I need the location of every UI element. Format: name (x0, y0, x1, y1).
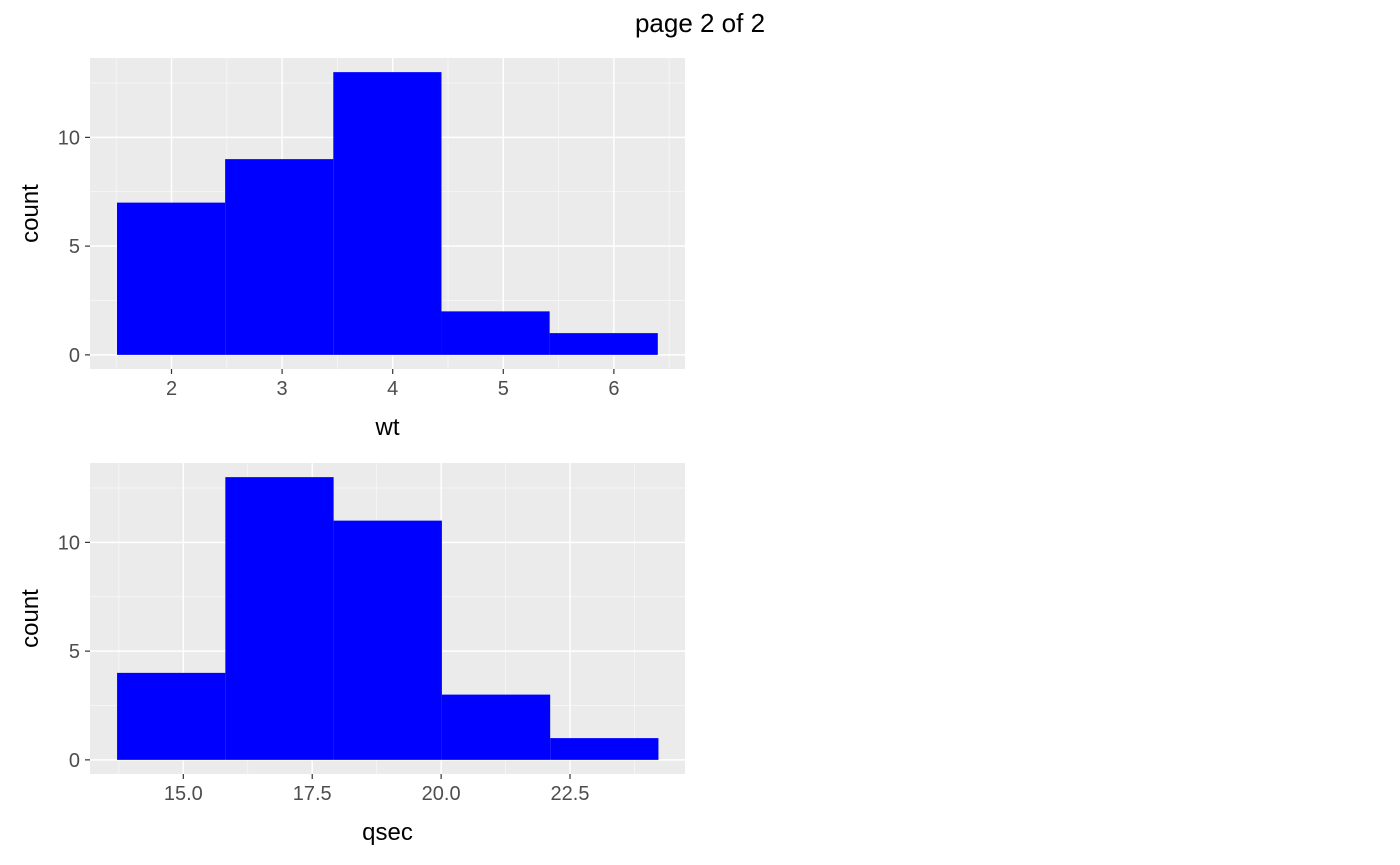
y-axis-title: count (17, 589, 44, 648)
histogram-bar (333, 520, 442, 760)
histogram-bar (441, 311, 550, 355)
y-tick-label: 0 (69, 750, 80, 772)
histogram-bar (225, 159, 334, 355)
qsec-histogram-chart: 15.0 17.5 20.0 22.5 0 5 10 qsec count (17, 463, 685, 846)
x-axis-title: qsec (362, 819, 413, 846)
x-tick-label: 15.0 (164, 783, 203, 805)
x-axis-title: wt (375, 414, 400, 441)
histogram-bar (549, 333, 658, 355)
y-tick-label: 10 (58, 532, 80, 554)
x-tick-label: 3 (277, 378, 288, 400)
y-tick-label: 5 (69, 236, 80, 258)
x-tick-label: 22.5 (551, 783, 590, 805)
y-tick-label: 10 (58, 127, 80, 149)
y-tick-label: 5 (69, 641, 80, 663)
y-tick-label: 0 (69, 345, 80, 367)
histogram-bar (116, 202, 226, 355)
x-tick-label: 17.5 (293, 783, 332, 805)
histogram-bar (117, 672, 226, 760)
histogram-bar (550, 738, 659, 760)
histogram-bar (225, 477, 334, 760)
x-tick-label: 5 (498, 378, 509, 400)
histogram-bar (441, 694, 551, 760)
x-tick-label: 2 (166, 378, 177, 400)
x-tick-label: 4 (387, 378, 398, 400)
x-tick-label: 20.0 (422, 783, 461, 805)
y-axis-title: count (17, 184, 44, 243)
wt-histogram-chart: 2 3 4 5 6 0 5 10 wt count (17, 58, 685, 441)
page-title: page 2 of 2 (634, 8, 766, 38)
histogram-bar (333, 72, 442, 355)
x-tick-label: 6 (608, 378, 619, 400)
